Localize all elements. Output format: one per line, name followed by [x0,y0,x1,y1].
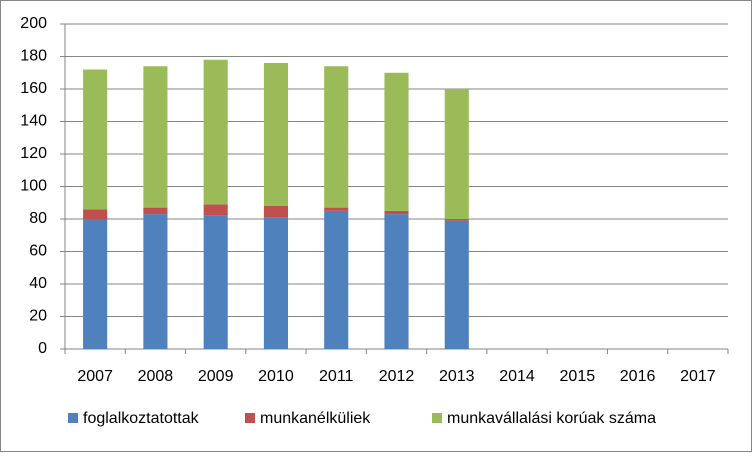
x-tick-label: 2008 [138,368,174,385]
y-tick-label: 120 [20,145,47,162]
y-tick-label: 20 [29,308,47,325]
bar-segment [83,219,108,349]
y-tick-label: 140 [20,113,47,130]
x-tick-label: 2016 [620,368,656,385]
bar-segment [384,214,409,349]
legend-swatch [68,413,78,423]
bar-segment [143,66,168,208]
y-tick-label: 200 [20,15,47,32]
legend-swatch [432,413,442,423]
bar-segment [263,206,289,218]
bar-segment [384,72,409,211]
x-tick-label: 2017 [680,368,716,385]
y-tick-label: 60 [29,243,47,260]
bar-segment [203,204,228,216]
x-tick-label: 2015 [560,368,596,385]
x-tick-label: 2012 [379,368,415,385]
legend-label: munkanélküliek [260,410,371,427]
x-tick-label: 2007 [77,368,113,385]
y-tick-label: 40 [29,275,47,292]
bar-segment [324,207,349,211]
bar-segment [444,219,469,221]
bar-segment [263,63,289,206]
bar-segment [203,215,228,349]
x-tick-label: 2011 [319,368,354,385]
y-tick-label: 100 [20,178,47,195]
bar-segment [83,209,108,219]
y-tick-label: 160 [20,80,47,97]
legend-label: munkavállalási korúak száma [447,410,656,427]
bar-segment [324,66,349,208]
bar-segment [203,59,228,205]
legend-swatch [245,413,255,423]
x-tick-label: 2009 [198,368,234,385]
x-tick-label: 2013 [439,368,475,385]
bar-segment [83,69,108,210]
y-tick-label: 80 [29,210,47,227]
y-tick-label: 0 [38,340,47,357]
x-tick-label: 2010 [258,368,294,385]
bar-segment [384,210,409,215]
legend-label: foglalkoztatottak [83,410,200,427]
bar-segment [263,217,289,349]
bar-segment [143,214,168,349]
x-tick-label: 2014 [499,368,535,385]
bar-segment [444,89,469,219]
bar-segment [143,207,168,215]
bar-segment [324,210,349,349]
y-tick-label: 180 [20,48,47,65]
bar-segment [444,220,469,349]
